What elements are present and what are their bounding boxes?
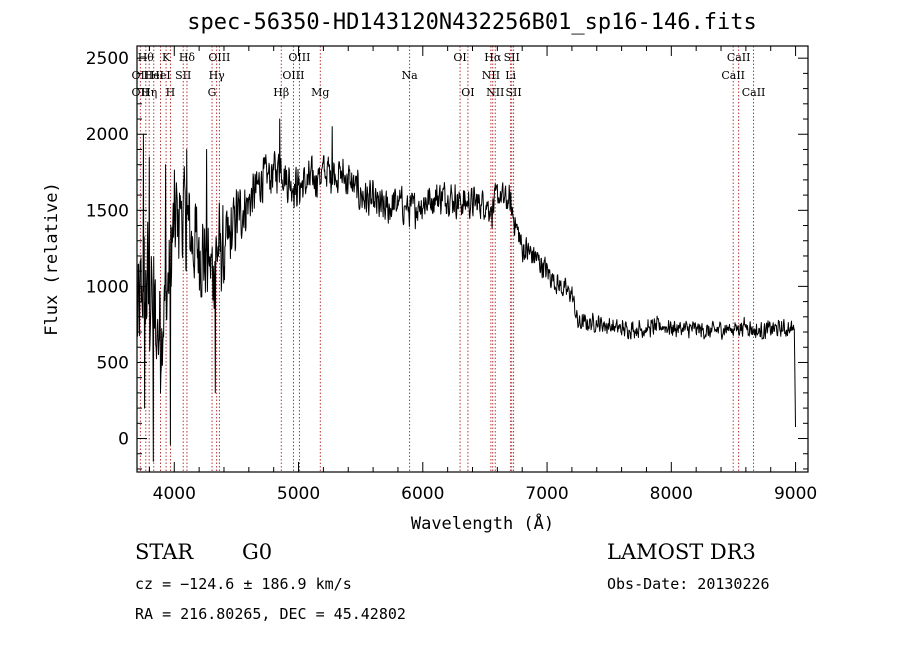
plot-frame	[136, 45, 809, 473]
line-marker-label: OI	[453, 51, 466, 64]
line-marker-label: CaII	[742, 86, 766, 99]
survey-name: LAMOST DR3	[607, 540, 756, 564]
line-marker-label: Hδ	[179, 51, 196, 64]
x-axis-label: Wavelength (Å)	[411, 512, 554, 534]
line-marker-label: OIII	[288, 51, 310, 64]
x-tick-label: 4000	[153, 484, 196, 504]
line-marker-label: CaII	[727, 51, 751, 64]
line-marker-label: Hη	[141, 86, 157, 99]
line-marker-label: OI	[461, 86, 474, 99]
line-marker-label: Na	[402, 69, 419, 82]
line-marker-label: CaII	[721, 69, 745, 82]
coordinates-readout: RA = 216.80265, DEC = 45.42802	[135, 605, 406, 623]
redshift-readout: cz = −124.6 ± 186.9 km/s	[135, 575, 352, 593]
line-marker-label: Hθ	[138, 51, 155, 64]
x-tick-label: 9000	[774, 484, 817, 504]
object-class: STAR	[135, 540, 194, 564]
y-tick-label: 500	[97, 353, 129, 373]
object-subclass: G0	[242, 540, 273, 564]
line-marker-label: OII	[131, 86, 149, 99]
line-marker-label: Li	[505, 69, 516, 82]
line-marker-label: SII	[504, 51, 520, 64]
x-tick-label: 7000	[525, 484, 568, 504]
emission-line-markers	[139, 46, 755, 472]
observation-date: Obs-Date: 20130226	[607, 575, 770, 593]
x-tick-label: 5000	[277, 484, 320, 504]
line-marker-label: OII	[131, 69, 149, 82]
x-tick-label: 6000	[401, 484, 444, 504]
spectrum-line	[136, 118, 796, 462]
line-marker-label: NII	[486, 86, 504, 99]
line-marker-label: Hβ	[273, 86, 289, 99]
line-marker-label: K	[162, 51, 171, 64]
y-tick-label: 2000	[86, 125, 129, 145]
line-marker-label: Hγ	[209, 69, 226, 82]
line-marker-label: OIII	[208, 51, 230, 64]
line-marker-label: Hα	[484, 51, 502, 64]
axes: 4000 5000 6000 7000 8000 9000 0 500 1000 1500 2000…	[42, 45, 817, 534]
y-tick-label: 1000	[86, 277, 129, 297]
x-tick-label: 8000	[650, 484, 693, 504]
line-marker-label: G	[208, 86, 217, 99]
line-marker-label: Mg	[311, 86, 329, 99]
line-marker-label: NII	[482, 69, 500, 82]
line-marker-label: HeI	[144, 69, 164, 82]
line-marker-label: SII	[506, 86, 522, 99]
chart-title: spec-56350-HD143120N432256B01_sp16-146.f…	[187, 10, 757, 35]
line-marker-label: HeI	[150, 69, 170, 82]
y-tick-label: 2500	[86, 49, 129, 69]
line-marker-label: H	[166, 86, 176, 99]
y-axis-label: Flux (relative)	[42, 182, 62, 336]
spectrum-layer	[136, 118, 796, 462]
line-marker-label: SII	[175, 69, 191, 82]
line-marker-label: OIII	[282, 69, 304, 82]
y-tick-label: 0	[118, 430, 129, 450]
y-tick-label: 1500	[86, 201, 129, 221]
